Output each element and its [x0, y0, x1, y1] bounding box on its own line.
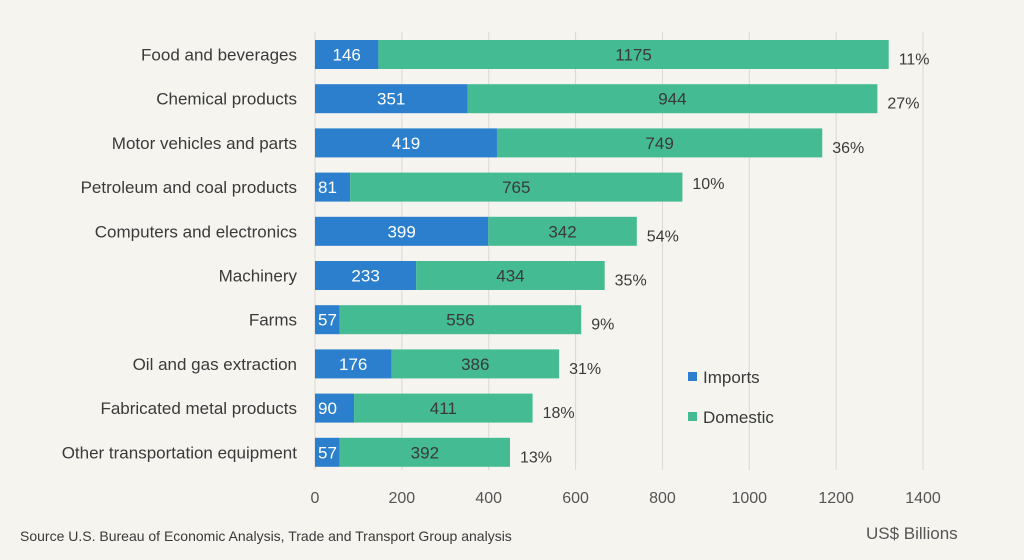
- legend: Imports Domestic: [688, 368, 774, 427]
- imports-bar: [315, 305, 340, 335]
- legend-domestic-swatch: [688, 412, 697, 421]
- imports-value-label: 81: [318, 178, 337, 197]
- import-share-label: 10%: [692, 176, 724, 193]
- legend-imports-swatch: [688, 372, 697, 381]
- x-tick-label: 400: [475, 490, 502, 507]
- imports-bar: [315, 172, 351, 202]
- domestic-value-label: 342: [548, 222, 576, 241]
- imports-value-label: 90: [318, 399, 337, 418]
- legend-domestic-label: Domestic: [703, 408, 774, 427]
- imports-value-label: 57: [318, 311, 337, 330]
- category-label: Food and beverages: [141, 46, 297, 65]
- category-label: Chemical products: [156, 90, 297, 109]
- x-tick-label: 1400: [905, 490, 941, 507]
- imports-bar: [315, 84, 468, 114]
- import-share-label: 31%: [569, 361, 601, 378]
- legend-imports-label: Imports: [703, 368, 760, 387]
- imports-bar: [315, 393, 355, 423]
- imports-bar: [315, 437, 340, 467]
- category-label: Oil and gas extraction: [133, 355, 297, 374]
- x-axis-label: US$ Billions: [866, 524, 958, 543]
- imports-value-label: 57: [318, 443, 337, 462]
- category-label: Other transportation equipment: [62, 443, 298, 462]
- import-share-label: 18%: [543, 405, 575, 422]
- domestic-bar: [339, 305, 582, 335]
- domestic-bar: [416, 261, 605, 290]
- domestic-value-label: 434: [496, 267, 524, 286]
- x-tick-label: 600: [562, 490, 589, 507]
- category-label: Motor vehicles and parts: [112, 134, 297, 153]
- imports-value-label: 419: [392, 134, 420, 153]
- domestic-value-label: 411: [430, 399, 457, 418]
- x-axis-ticks: 0 200 400 600 800 1000 1200 1400: [311, 490, 941, 507]
- import-share-label: 35%: [615, 273, 647, 290]
- import-share-label: 13%: [520, 449, 552, 466]
- import-share-label: 36%: [832, 140, 864, 157]
- category-label: Machinery: [219, 267, 298, 286]
- domestic-value-label: 944: [658, 90, 686, 109]
- category-label: Fabricated metal products: [100, 399, 297, 418]
- imports-value-label: 233: [351, 267, 379, 286]
- bars: 146 1175 351 944 419 749 81 765 399 342 233 434 57 55…: [315, 40, 889, 467]
- import-share-label: 9%: [591, 317, 614, 334]
- source-note: Source U.S. Bureau of Economic Analysis,…: [20, 528, 512, 544]
- imports-bar: [315, 128, 497, 158]
- imports-value-label: 146: [333, 46, 361, 65]
- imports-bar: [315, 261, 417, 290]
- category-label: Computers and electronics: [95, 222, 297, 241]
- domestic-bar: [488, 216, 637, 246]
- domestic-bar: [378, 40, 889, 69]
- imports-bar: [315, 216, 489, 246]
- domestic-bar: [339, 437, 510, 467]
- category-label: Petroleum and coal products: [81, 178, 297, 197]
- domestic-bar: [467, 84, 878, 114]
- domestic-bar: [496, 128, 823, 158]
- domestic-value-label: 556: [446, 311, 474, 330]
- domestic-value-label: 1175: [615, 46, 652, 65]
- imports-value-label: 399: [387, 222, 415, 241]
- category-label: Farms: [249, 311, 297, 330]
- domestic-value-label: 392: [411, 443, 439, 462]
- x-tick-label: 200: [389, 490, 416, 507]
- x-tick-label: 0: [311, 490, 320, 507]
- import-share-label: 27%: [887, 96, 919, 113]
- share-labels: 11% 27% 36% 10% 54% 35% 9% 31% 18% 13%: [520, 52, 930, 467]
- import-share-label: 11%: [899, 52, 930, 69]
- x-tick-label: 800: [649, 490, 676, 507]
- domestic-bar: [354, 393, 533, 423]
- x-tick-label: 1000: [731, 490, 767, 507]
- import-share-label: 54%: [647, 228, 679, 245]
- domestic-value-label: 765: [502, 178, 530, 197]
- imports-value-label: 176: [339, 355, 367, 374]
- domestic-value-label: 386: [461, 355, 489, 374]
- domestic-bar: [350, 172, 683, 202]
- category-labels: Food and beverages Chemical products Motor…: [62, 46, 298, 463]
- domestic-bar: [391, 349, 560, 379]
- imports-value-label: 351: [377, 90, 405, 109]
- imports-bar: [315, 349, 392, 379]
- x-tick-label: 1200: [818, 490, 854, 507]
- imports-bar: [315, 40, 379, 69]
- domestic-value-label: 749: [645, 134, 673, 153]
